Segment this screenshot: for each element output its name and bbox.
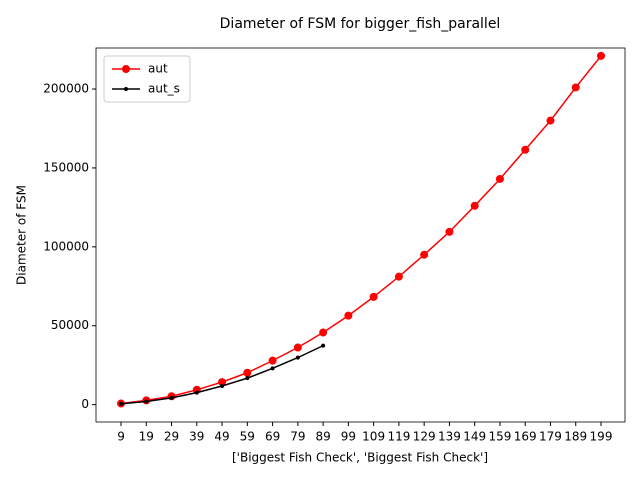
y-axis-label: Diameter of FSM <box>15 185 29 285</box>
x-tick-label: 69 <box>265 430 280 444</box>
data-point <box>420 250 429 259</box>
x-tick-label: 89 <box>315 430 330 444</box>
data-point <box>597 51 606 60</box>
x-tick-label: 179 <box>539 430 562 444</box>
x-tick-label: 119 <box>387 430 410 444</box>
x-tick-label: 159 <box>488 430 511 444</box>
data-point <box>169 395 174 400</box>
data-point <box>546 116 555 125</box>
x-tick-label: 29 <box>164 430 179 444</box>
legend: aut aut_s <box>103 55 191 103</box>
data-point <box>321 343 326 348</box>
x-tick-label: 49 <box>214 430 229 444</box>
x-tick-label: 9 <box>117 430 125 444</box>
legend-label: aut <box>148 62 168 76</box>
x-tick-label: 99 <box>341 430 356 444</box>
data-point <box>144 399 149 404</box>
legend-marker <box>122 65 130 73</box>
legend-label: aut_s <box>148 82 180 96</box>
y-tick-label: 0 <box>81 397 89 411</box>
y-tick-label: 100000 <box>43 239 89 253</box>
data-point <box>243 368 252 377</box>
data-point <box>445 227 454 236</box>
data-point <box>220 384 225 389</box>
x-tick-label: 139 <box>438 430 461 444</box>
x-tick-label: 19 <box>139 430 154 444</box>
series-line <box>120 55 602 405</box>
x-tick-label: 39 <box>189 430 204 444</box>
x-tick-label: 79 <box>290 430 305 444</box>
x-axis-label: ['Biggest Fish Check', 'Biggest Fish Che… <box>232 451 488 465</box>
legend-marker <box>124 87 128 91</box>
data-point <box>218 378 227 387</box>
data-point <box>119 401 124 406</box>
x-tick-label: 169 <box>514 430 537 444</box>
x-tick-label: 189 <box>564 430 587 444</box>
data-point <box>319 328 328 337</box>
y-tick-label: 150000 <box>43 160 89 174</box>
data-point <box>344 311 353 320</box>
data-point <box>268 356 277 365</box>
data-point <box>495 174 504 183</box>
series-line <box>120 344 324 405</box>
data-point <box>521 145 530 154</box>
data-point <box>470 201 479 210</box>
data-point <box>245 376 250 381</box>
plot-frame <box>95 47 626 423</box>
x-tick-label: 199 <box>590 430 613 444</box>
data-point <box>394 272 403 281</box>
chart-title: Diameter of FSM for bigger_fish_parallel <box>220 16 501 32</box>
x-tick-label: 149 <box>463 430 486 444</box>
data-point <box>571 83 580 92</box>
data-point <box>270 366 275 371</box>
x-tick-label: 109 <box>362 430 385 444</box>
data-point <box>295 355 300 360</box>
x-tick-label: 129 <box>413 430 436 444</box>
y-tick-label: 50000 <box>51 318 89 332</box>
x-tick-label: 59 <box>240 430 255 444</box>
y-tick-label: 200000 <box>43 82 89 96</box>
data-point <box>194 390 199 395</box>
data-point <box>293 343 302 352</box>
data-point <box>369 292 378 301</box>
